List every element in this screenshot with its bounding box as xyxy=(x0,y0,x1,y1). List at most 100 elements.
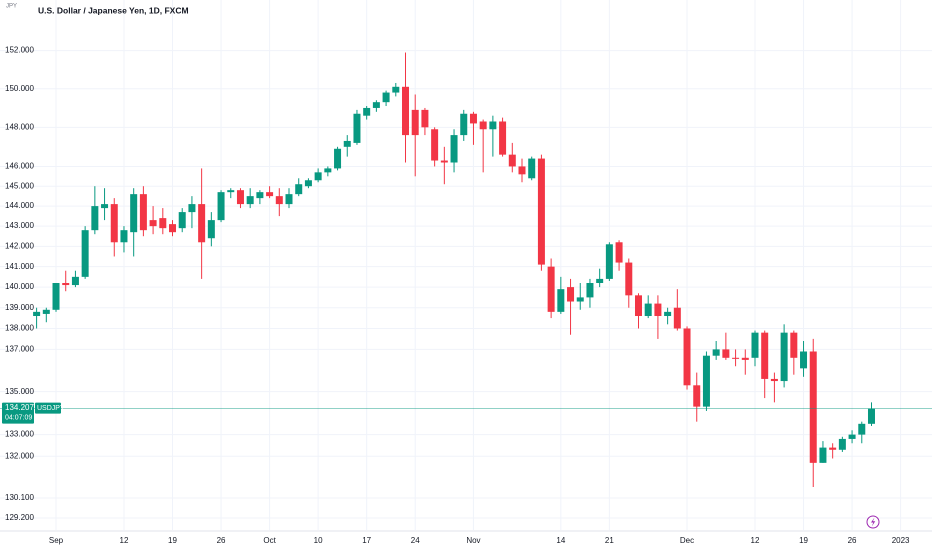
candle-body xyxy=(159,218,167,229)
candles xyxy=(0,52,932,487)
candle-body xyxy=(790,332,798,358)
x-tick-label: Dec xyxy=(680,536,694,545)
y-tick-label: 137.000 xyxy=(5,345,34,354)
candle-body xyxy=(712,349,720,356)
candle-body xyxy=(819,447,827,463)
candle-body xyxy=(761,332,769,379)
candle-body xyxy=(71,276,79,286)
candle-body xyxy=(266,192,274,197)
candle-body xyxy=(392,86,400,93)
x-tick-label: 12 xyxy=(120,536,129,545)
candle-body xyxy=(207,220,215,239)
candle-body xyxy=(469,113,477,124)
grid xyxy=(0,0,932,530)
candle-body xyxy=(741,357,749,360)
candle-body xyxy=(110,204,118,243)
candle-body xyxy=(353,113,361,143)
y-tick-label: 133.000 xyxy=(5,430,34,439)
y-tick-label: 144.000 xyxy=(5,201,34,210)
alert-icon[interactable] xyxy=(866,515,880,529)
candle-body xyxy=(809,351,817,463)
candle-body xyxy=(557,289,565,312)
candle-body xyxy=(178,212,186,229)
candle-body xyxy=(198,204,206,243)
candle-body xyxy=(858,423,866,435)
candle-body xyxy=(829,447,837,450)
y-tick-label: 142.000 xyxy=(5,241,34,250)
y-tick-label: 152.000 xyxy=(5,46,34,55)
candle-body xyxy=(314,172,322,181)
x-tick-label: 14 xyxy=(556,536,565,545)
candle-body xyxy=(91,206,99,231)
y-tick-label: 139.000 xyxy=(5,303,34,312)
candle-body xyxy=(372,102,380,108)
candle-body xyxy=(169,224,177,233)
candle-body xyxy=(324,168,332,173)
candle-body xyxy=(615,242,623,263)
candle-body xyxy=(81,230,89,277)
candle-body xyxy=(518,166,526,175)
candle-body xyxy=(654,303,662,317)
candle-body xyxy=(382,92,390,103)
candle-body xyxy=(256,192,264,199)
candle-body xyxy=(508,154,516,167)
candle-body xyxy=(479,121,487,130)
candle-body xyxy=(634,295,642,317)
candle-body xyxy=(450,135,458,163)
y-tick-label: 146.000 xyxy=(5,162,34,171)
candle-body xyxy=(489,121,497,130)
x-tick-label: 26 xyxy=(848,536,857,545)
candle-body xyxy=(528,158,536,179)
candle-body xyxy=(52,283,60,310)
candle-body xyxy=(149,220,157,227)
candle-body xyxy=(867,408,875,424)
y-tick-label: 130.100 xyxy=(5,493,34,502)
x-tick-label: 19 xyxy=(799,536,808,545)
y-tick-label: 141.000 xyxy=(5,262,34,271)
candle-body xyxy=(605,244,613,279)
labels: 152.000 150.000 148.000 146.000 145.000 144.0… xyxy=(2,46,910,545)
x-tick-label: 19 xyxy=(168,536,177,545)
y-tick-label: 129.200 xyxy=(5,513,34,522)
candle-body xyxy=(139,194,147,231)
symbol-label: USDJPY xyxy=(37,405,65,412)
candle-body xyxy=(130,194,138,233)
candle-body xyxy=(334,148,342,169)
y-tick-label: 148.000 xyxy=(5,122,34,131)
candle-body xyxy=(751,332,759,358)
candle-body xyxy=(275,196,283,205)
y-tick-label: 132.000 xyxy=(5,451,34,460)
chart-title: U.S. Dollar / Japanese Yen, 1D, FXCM xyxy=(38,5,189,15)
candle-body xyxy=(499,121,507,155)
candle-body xyxy=(62,283,70,286)
x-tick-label: 17 xyxy=(362,536,371,545)
candle-body xyxy=(800,351,808,369)
candle-body xyxy=(838,438,846,450)
y-tick-label: 138.000 xyxy=(5,324,34,333)
candle-body xyxy=(702,355,710,407)
candle-body xyxy=(780,332,788,382)
countdown-label: 04:07:09 xyxy=(5,414,32,421)
y-tick-label: 145.000 xyxy=(5,181,34,190)
candle-body xyxy=(285,194,293,205)
symbol-badge xyxy=(35,402,61,414)
price-badge xyxy=(2,402,34,424)
x-tick-label: 26 xyxy=(217,536,226,545)
y-tick-label: 140.000 xyxy=(5,282,34,291)
candle-body xyxy=(246,196,254,205)
x-tick-label: Sep xyxy=(49,536,64,545)
candle-body xyxy=(295,184,303,195)
candle-body xyxy=(848,434,856,439)
last-price-label: 134.207 xyxy=(5,403,34,412)
candle-body xyxy=(586,283,594,298)
candle-body xyxy=(42,309,50,314)
candle-body xyxy=(537,158,545,265)
candle-body xyxy=(440,160,448,163)
candle-body xyxy=(101,204,109,209)
candle-body xyxy=(343,140,351,147)
candle-body xyxy=(431,129,439,161)
candle-body xyxy=(304,180,312,187)
